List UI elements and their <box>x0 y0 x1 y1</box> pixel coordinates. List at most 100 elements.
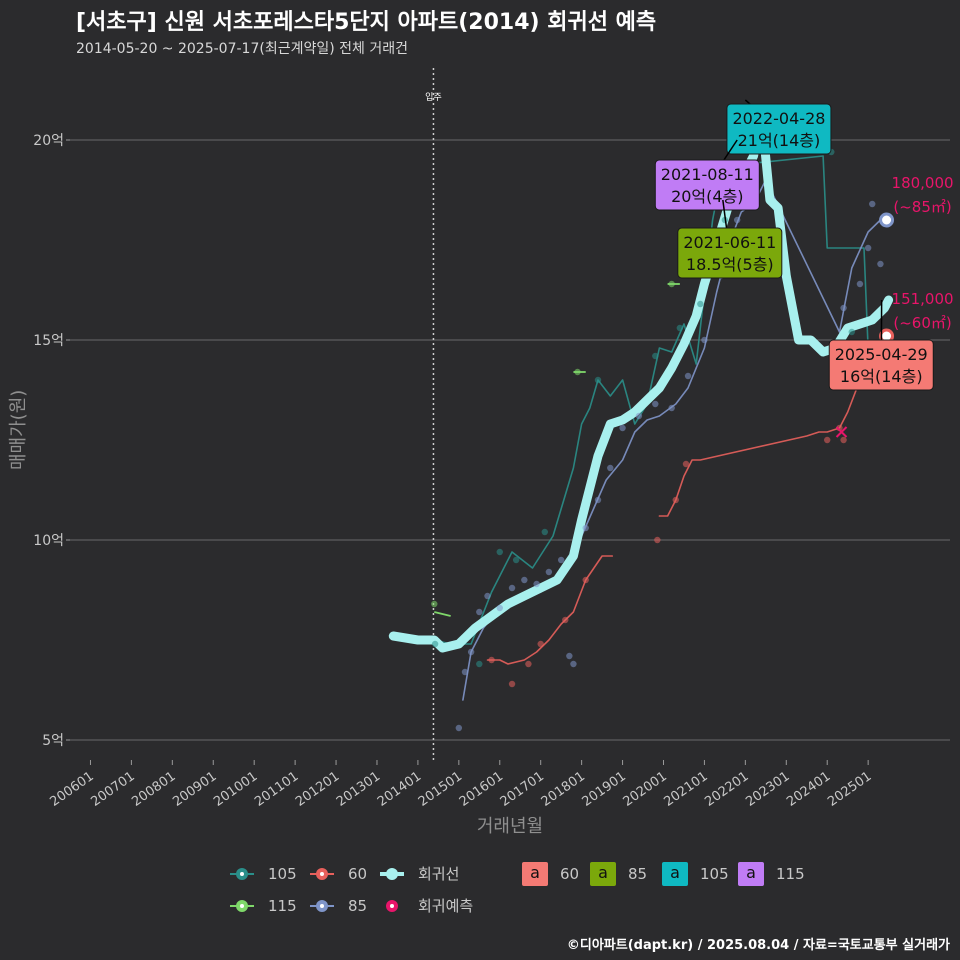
y-tick-label: 15억 <box>33 333 64 349</box>
x-tick-label: 201001 <box>211 769 260 810</box>
chart-subtitle: 2014-05-20 ~ 2025-07-17(최근계약일) 전체 거래건 <box>76 41 408 57</box>
series-layer <box>388 111 894 701</box>
legend-label-85: 85 <box>348 897 368 915</box>
scatter-point-85 <box>684 372 692 380</box>
scatter-point-60 <box>508 680 516 688</box>
scatter-point-105 <box>848 328 855 336</box>
cross-marker <box>835 426 848 438</box>
x-tick-label: 202001 <box>621 769 670 810</box>
scatter-point-105 <box>697 300 704 308</box>
x-tick-label: 200801 <box>129 769 178 810</box>
legend-swatch-forecast-center <box>390 904 394 908</box>
scatter-point-105 <box>476 660 483 668</box>
x-tick-label: 201601 <box>457 769 506 810</box>
legend-swatch-85-center <box>320 904 324 908</box>
point-layer <box>431 136 884 732</box>
scatter-point-85 <box>607 464 614 472</box>
scatter-point-105 <box>512 556 520 564</box>
scatter-point-60 <box>672 496 679 504</box>
scatter-point-60 <box>537 640 544 648</box>
trend-line <box>388 111 894 653</box>
legend-box-105-swatch: a <box>662 862 688 886</box>
scatter-point-85 <box>877 260 884 268</box>
x-tick-label: 202301 <box>743 769 792 810</box>
x-tick-label: 200601 <box>47 769 96 810</box>
callout-date: 2021-06-11 <box>683 233 776 252</box>
scatter-point-85 <box>619 424 626 432</box>
x-tick-label: 202201 <box>702 769 751 810</box>
legend-box-60-label: 60 <box>560 865 580 883</box>
forecast-point-85 <box>879 212 895 228</box>
y-tick-label: 5억 <box>42 733 64 749</box>
legend-box-85-swatch: a <box>590 862 616 886</box>
legend-box-85-label: 85 <box>628 865 648 883</box>
scatter-point-85 <box>455 724 463 732</box>
legend-box-105-label: 105 <box>700 865 729 883</box>
scatter-point-85 <box>864 244 872 252</box>
legend-box-60-swatch: a <box>522 862 548 886</box>
x-tick-label: 201301 <box>334 769 383 810</box>
grid-layer: 입주 <box>70 68 950 760</box>
x-tick-label: 201801 <box>539 769 588 810</box>
forecast-area-label-60: (~60㎡) <box>893 314 951 332</box>
scatter-point-85 <box>856 280 864 288</box>
scatter-point-105 <box>541 528 548 536</box>
scatter-point-85 <box>545 568 553 576</box>
legend-swatch-105-center <box>240 872 244 876</box>
x-tick-label: 202401 <box>784 769 833 810</box>
scatter-point-105 <box>431 640 439 648</box>
legend-label-forecast: 회귀예측 <box>418 897 474 915</box>
callout-price: 21억(14층) <box>738 131 821 150</box>
x-tick-label: 201701 <box>498 769 547 810</box>
scatter-point-85 <box>869 200 876 208</box>
legend-label-115: 115 <box>268 897 297 915</box>
forecast-value-label-60: 151,000 <box>892 290 954 308</box>
x-tick-label: 201501 <box>416 769 465 810</box>
scatter-point-85 <box>476 608 483 616</box>
x-tick-label: 200701 <box>88 769 137 810</box>
x-tick-label: 201101 <box>252 769 301 810</box>
series-line-60 <box>486 335 888 665</box>
scatter-point-60 <box>654 536 661 544</box>
legend-swatch-60-center <box>320 872 324 876</box>
scatter-point-85 <box>557 556 565 564</box>
scatter-point-85 <box>570 660 577 668</box>
legend-label-60: 60 <box>348 865 368 883</box>
callout-box <box>654 159 760 211</box>
scatter-point-60 <box>488 656 495 664</box>
scatter-point-105 <box>652 352 659 360</box>
y-tick-label: 20억 <box>33 133 64 149</box>
scatter-point-60 <box>840 436 847 444</box>
scatter-point-105 <box>676 324 684 332</box>
scatter-point-115 <box>574 368 581 376</box>
y-axis-label: 매매가(원) <box>8 389 29 470</box>
scatter-point-85 <box>668 404 675 412</box>
scatter-point-105 <box>496 548 503 556</box>
callout-date: 2025-04-29 <box>835 345 928 364</box>
scatter-point-85 <box>701 336 708 344</box>
scatter-point-85 <box>594 496 602 504</box>
scatter-point-85 <box>566 652 573 660</box>
legend-swatch-trend-dot <box>386 868 398 880</box>
callout-price: 18.5억(5층) <box>686 255 774 274</box>
legend-swatch-115-center <box>240 904 244 908</box>
callout-box <box>677 227 783 279</box>
callout-box <box>726 103 832 155</box>
scatter-point-85 <box>840 304 847 312</box>
series-line-115 <box>434 611 451 617</box>
scatter-point-85 <box>484 592 491 600</box>
x-tick-label: 201901 <box>580 769 629 810</box>
legend-label-105: 105 <box>268 865 297 883</box>
x-tick-label: 202501 <box>825 769 874 810</box>
legend-box-115-swatch: a <box>738 862 764 886</box>
scatter-point-60 <box>682 460 690 468</box>
scatter-point-60 <box>525 660 532 668</box>
footer-credit: ©디아파트(dapt.kr) / 2025.08.04 / 자료=국토교통부 실… <box>566 938 950 953</box>
scatter-point-60 <box>562 616 569 624</box>
x-tick-label: 201201 <box>293 769 342 810</box>
scatter-point-115 <box>431 600 438 608</box>
legend-label-trend: 회귀선 <box>418 865 460 883</box>
scatter-point-60 <box>824 436 831 444</box>
callout-date: 2021-08-11 <box>661 165 754 184</box>
